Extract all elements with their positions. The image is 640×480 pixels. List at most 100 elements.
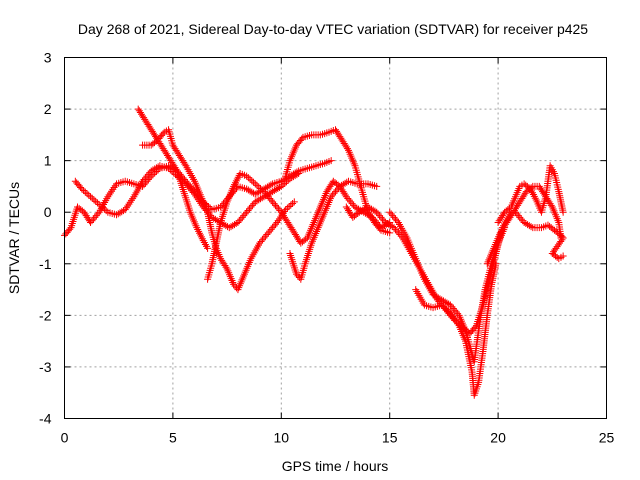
- data-point: [102, 207, 110, 215]
- data-point: [143, 172, 151, 180]
- data-point: [279, 181, 287, 189]
- data-point: [250, 178, 258, 186]
- data-point: [244, 206, 252, 214]
- data-point: [256, 184, 264, 192]
- data-point: [264, 229, 272, 237]
- data-point: [547, 201, 555, 209]
- data-point: [471, 323, 479, 331]
- data-point: [269, 198, 277, 206]
- data-point: [119, 207, 127, 215]
- data-point: [222, 263, 230, 271]
- data-point: [441, 304, 449, 312]
- data-point: [270, 200, 278, 208]
- data-point: [264, 193, 272, 201]
- data-point: [327, 193, 335, 201]
- data-point: [247, 203, 255, 211]
- y-tick-label: 2: [44, 101, 52, 117]
- data-point: [182, 180, 190, 188]
- data-point: [267, 181, 275, 189]
- data-point: [248, 177, 256, 185]
- data-point: [386, 229, 394, 237]
- data-point: [345, 196, 353, 204]
- data-point: [235, 217, 243, 225]
- x-axis-label: GPS time / hours: [282, 458, 389, 474]
- data-point: [282, 206, 290, 214]
- data-point: [266, 194, 274, 202]
- data-point: [294, 272, 302, 280]
- data-point: [454, 310, 462, 318]
- data-point: [344, 194, 352, 202]
- data-point: [92, 197, 100, 205]
- data-point: [263, 231, 271, 239]
- data-point: [80, 187, 88, 195]
- data-point: [93, 199, 101, 207]
- data-point: [391, 225, 399, 233]
- plot-frame: [64, 57, 607, 419]
- series-E: [204, 170, 394, 283]
- data-point: [272, 220, 280, 228]
- data-point: [514, 212, 522, 220]
- data-point: [234, 219, 242, 227]
- data-point: [377, 213, 385, 221]
- data-point: [446, 301, 454, 309]
- data-point: [292, 270, 300, 278]
- data-point: [448, 303, 456, 311]
- y-tick-label: -4: [39, 411, 52, 427]
- data-point: [94, 210, 102, 218]
- data-point: [260, 188, 268, 196]
- data-point: [330, 189, 338, 197]
- data-point: [78, 185, 86, 193]
- data-point: [492, 260, 500, 268]
- x-tick-label: 15: [382, 430, 398, 446]
- data-point: [88, 217, 96, 225]
- data-point: [140, 176, 148, 184]
- axis-ticks: 0 5 10 15 20 25 -4 -3 -2 -1 0 1 2 3: [39, 50, 614, 446]
- data-point: [246, 205, 254, 213]
- grid: [64, 57, 607, 419]
- data-point: [256, 239, 264, 247]
- data-point: [387, 210, 395, 218]
- data-point: [270, 222, 278, 230]
- data-point: [348, 200, 356, 208]
- data-point: [267, 196, 275, 204]
- data-point: [287, 201, 295, 209]
- data-point: [374, 210, 382, 218]
- data-point: [272, 201, 280, 209]
- data-point: [243, 208, 251, 216]
- x-tick-label: 20: [490, 430, 506, 446]
- data-point: [333, 186, 341, 194]
- y-tick-label: 0: [44, 204, 52, 220]
- data-point: [327, 157, 335, 165]
- data-point: [97, 202, 105, 210]
- chart-title: Day 268 of 2021, Sidereal Day-to-day VTE…: [78, 21, 588, 37]
- data-point: [152, 137, 160, 145]
- data-point: [253, 181, 261, 189]
- data-point: [386, 208, 394, 216]
- data-point: [99, 204, 107, 212]
- data-point: [241, 210, 249, 218]
- data-point: [139, 177, 147, 185]
- data-point: [273, 203, 281, 211]
- data-point: [185, 183, 193, 191]
- data-point: [389, 212, 397, 220]
- data-point: [85, 191, 93, 199]
- data-point: [390, 224, 398, 232]
- data-point: [452, 308, 460, 316]
- data-point: [172, 165, 180, 173]
- data-point: [141, 174, 149, 182]
- y-tick-label: 1: [44, 153, 52, 169]
- data-point: [251, 180, 259, 188]
- data-series: [61, 105, 567, 399]
- data-point: [513, 210, 521, 218]
- data-point: [168, 167, 176, 175]
- data-point: [261, 232, 269, 240]
- data-point: [87, 219, 95, 227]
- data-point: [511, 208, 519, 216]
- data-point: [181, 160, 189, 168]
- data-point: [189, 188, 197, 196]
- data-point: [144, 170, 152, 178]
- data-point: [393, 217, 401, 225]
- data-point: [260, 234, 268, 242]
- data-point: [332, 188, 339, 196]
- data-point: [439, 303, 447, 311]
